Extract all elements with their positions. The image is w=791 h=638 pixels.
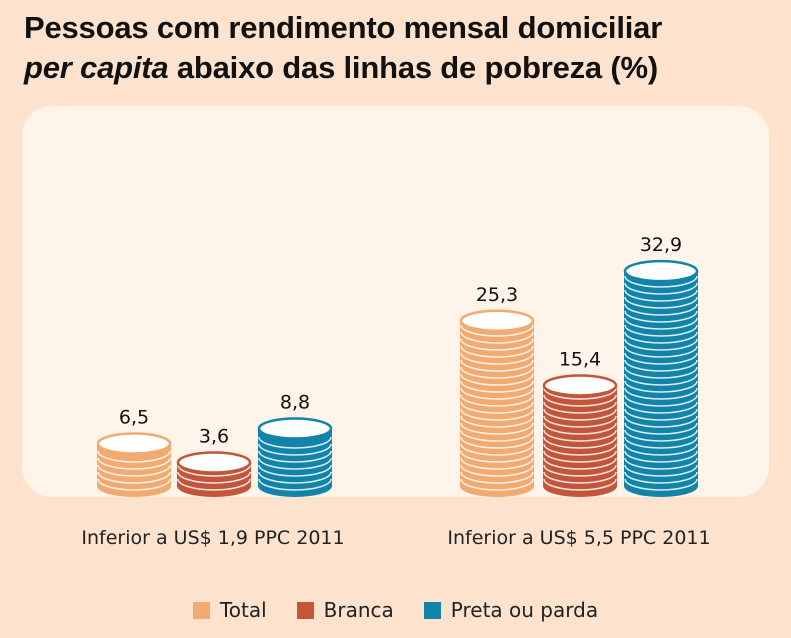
category-label-1: Inferior a US$ 1,9 PPC 2011 [81,527,344,549]
legend-swatch-branca [296,601,314,619]
bar-total-2 [459,309,535,497]
legend-label-preta-ou-parda: Preta ou parda [450,598,599,622]
bar-preta-ou-parda-2 [623,259,699,497]
category-labels: Inferior a US$ 1,9 PPC 2011 Inferior a US… [81,527,710,549]
value-label-total-1: 6,5 [119,407,149,429]
legend-item-branca: Branca [296,598,394,622]
bar-total-1 [96,432,172,497]
value-label-preta-ou-parda-2: 32,9 [640,234,682,256]
legend-label-total: Total [219,598,267,622]
value-labels: 6,5 25,3 3,6 15,4 8,8 32,9 [119,234,682,447]
legend-label-branca: Branca [323,598,394,622]
legend-swatch-preta-ou-parda [423,601,441,619]
value-label-preta-ou-parda-1: 8,8 [280,392,310,414]
category-label-2: Inferior a US$ 5,5 PPC 2011 [447,527,710,549]
legend: Total Branca Preta ou parda [0,598,791,622]
bar-branca-1 [176,451,252,497]
legend-item-total: Total [192,598,267,622]
legend-item-preta-ou-parda: Preta ou parda [423,598,599,622]
legend-swatch-total [192,601,210,619]
title-line-2: abaixo das linhas de pobreza (%) [168,50,658,85]
bar-preta-ou-parda-1 [257,417,333,497]
bar-chart: 6,5 25,3 3,6 15,4 8,8 32,9 Inferior a US$ 1,9… [22,106,769,549]
title-italic: per capita [24,50,169,85]
bars [96,259,699,497]
bar-branca-2 [542,374,618,497]
value-label-total-2: 25,3 [476,284,518,306]
chart-title: Pessoas com rendimento mensal domiciliar… [24,8,662,88]
value-label-branca-1: 3,6 [199,425,229,447]
title-line-1: Pessoas com rendimento mensal domiciliar [24,10,663,45]
value-label-branca-2: 15,4 [559,348,601,370]
